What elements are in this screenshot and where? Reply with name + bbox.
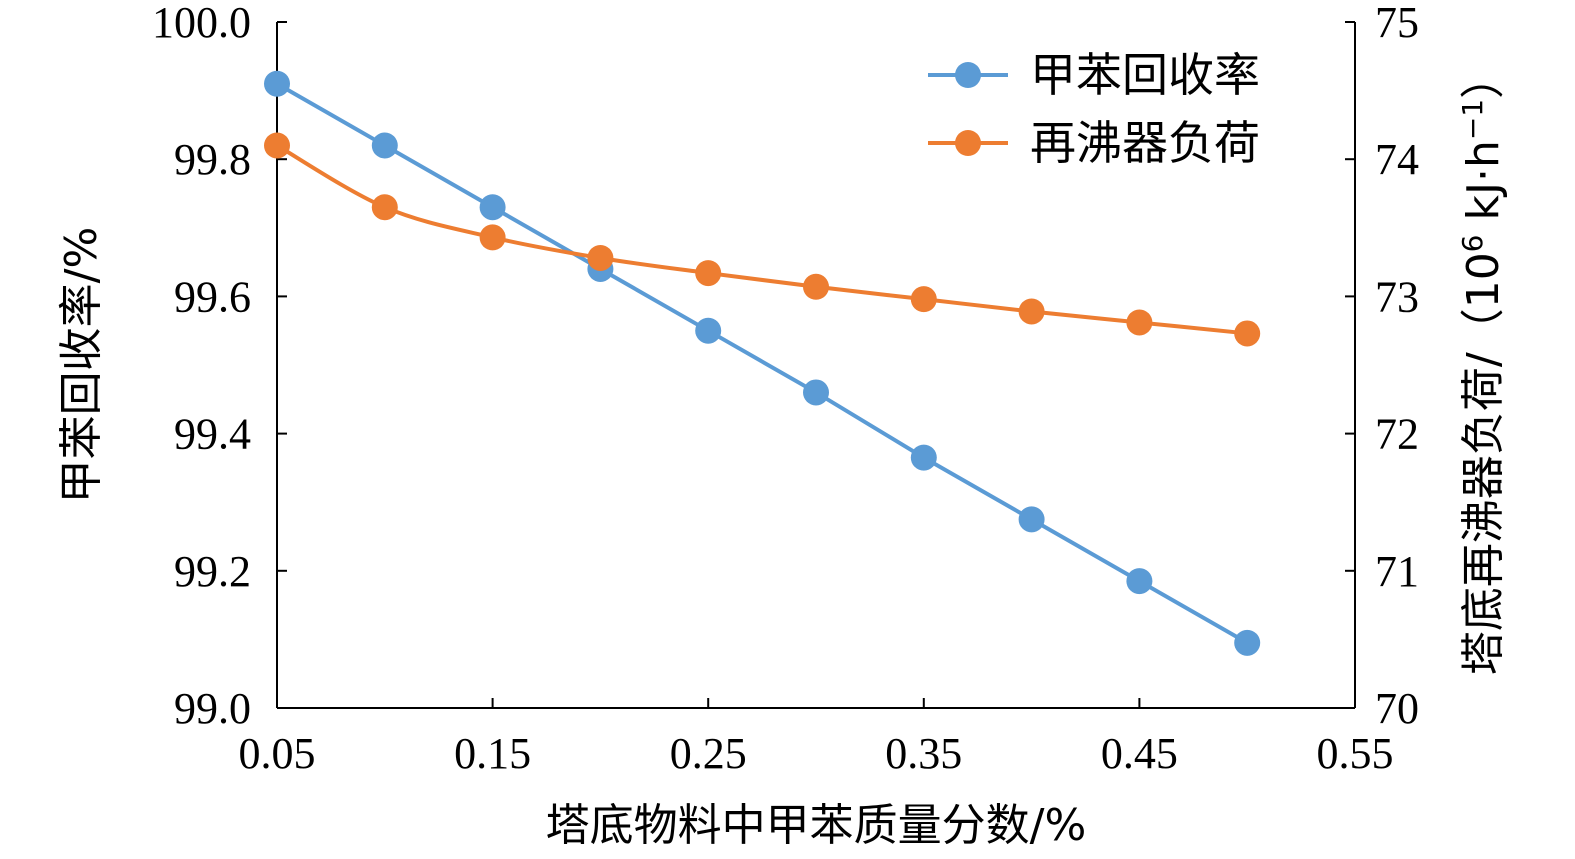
series-point-0	[695, 317, 722, 344]
x-tick-label: 0.45	[1101, 729, 1178, 778]
legend-swatch-marker	[955, 130, 981, 156]
right-y-tick-label: 73	[1375, 272, 1419, 321]
series-line-0	[276, 82, 1249, 645]
left-y-tick-label: 100.0	[152, 0, 251, 47]
series-point-0	[803, 379, 829, 406]
left-y-tick-label: 99.2	[174, 547, 251, 596]
series-point-1	[803, 273, 829, 300]
x-tick-label: 0.35	[885, 729, 962, 778]
series-point-1	[1018, 298, 1045, 325]
right-y-tick-label: 74	[1375, 135, 1419, 184]
right-y-axis-title-suffix: ）	[1458, 55, 1509, 99]
legend-label: 再沸器负荷	[1030, 116, 1260, 170]
legend-label: 甲苯回收率	[1030, 48, 1260, 102]
series-point-0	[1018, 506, 1045, 533]
left-y-tick-label: 99.6	[174, 272, 251, 321]
series-point-1	[371, 194, 398, 221]
left-y-tick-label: 99.0	[174, 684, 251, 733]
right-y-ticks: 70 71 72 73 74 75	[1345, 0, 1419, 733]
left-y-axis-title: 甲苯回收率/%	[56, 227, 107, 504]
x-tick-label: 0.55	[1317, 729, 1394, 778]
right-y-axis-title: 塔底再沸器负荷/（106 kJ·h−1）	[1456, 55, 1509, 675]
right-y-axis-title-prefix: 塔底再沸器负荷/（10	[1458, 252, 1509, 675]
series-point-1	[910, 286, 937, 313]
series-point-0	[910, 444, 937, 471]
series-point-1	[587, 244, 614, 271]
series-point-1	[264, 132, 290, 159]
series-point-1	[1234, 320, 1261, 347]
series-layer	[264, 70, 1261, 656]
legend-swatch-marker	[955, 62, 981, 88]
x-tick-label: 0.25	[670, 729, 747, 778]
series-point-1	[479, 224, 506, 251]
left-y-tick-label: 99.4	[174, 410, 251, 459]
x-axis-title: 塔底物料中甲苯质量分数/%	[546, 800, 1087, 851]
series-point-1	[695, 260, 722, 287]
right-y-tick-label: 72	[1375, 410, 1419, 459]
right-y-axis-title-sup1: 6	[1456, 234, 1489, 252]
x-tick-label: 0.15	[454, 729, 531, 778]
x-tick-label: 0.05	[239, 729, 316, 778]
series-point-0	[1234, 629, 1261, 656]
left-y-tick-label: 99.8	[174, 135, 251, 184]
series-point-0	[1126, 568, 1153, 595]
right-y-tick-label: 70	[1375, 684, 1419, 733]
left-y-ticks: 99.0 99.2 99.4 99.6 99.8 100.0	[152, 0, 287, 733]
series-point-1	[1126, 309, 1153, 336]
right-y-axis-title-sup2: −1	[1456, 99, 1489, 140]
series-point-0	[264, 70, 290, 97]
right-y-axis-title-mid: kJ·h	[1458, 140, 1509, 234]
series-point-0	[371, 132, 398, 159]
x-ticks: 0.05 0.15 0.25 0.35 0.45 0.55	[239, 698, 1394, 778]
series-point-0	[479, 194, 506, 221]
series-line-1	[276, 143, 1248, 336]
right-y-tick-label: 71	[1375, 547, 1419, 596]
right-y-tick-label: 75	[1375, 0, 1419, 47]
